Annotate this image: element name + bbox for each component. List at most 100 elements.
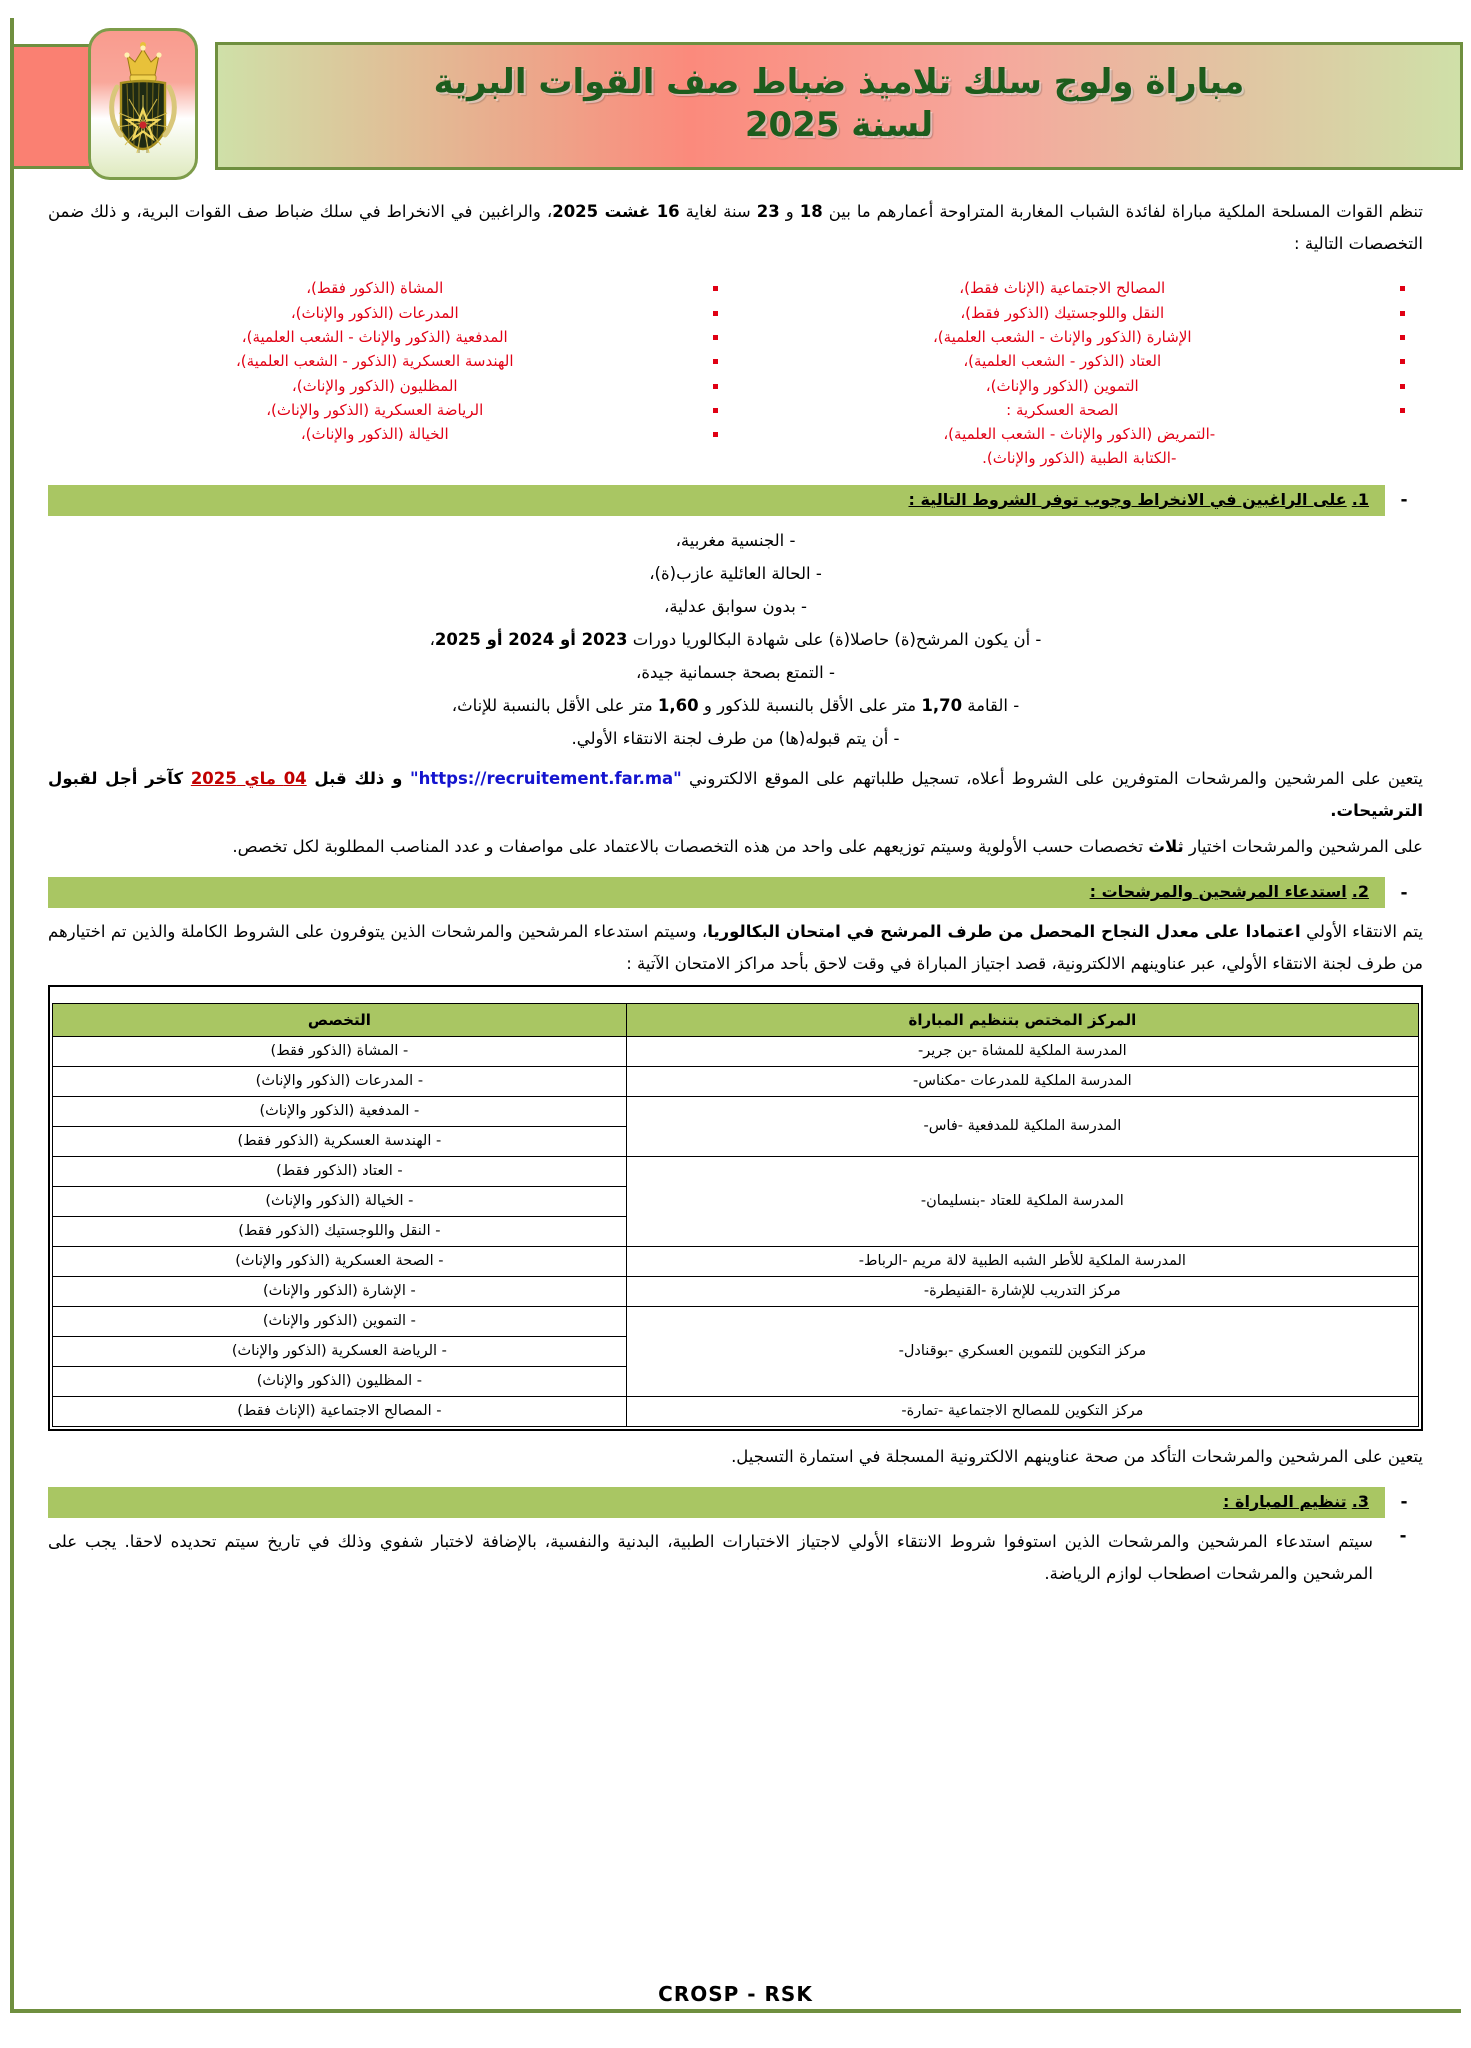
specialties-left-column: المصالح الاجتماعية (الإناث فقط)، النقل و…: [736, 276, 1424, 470]
bac-text-a: - أن يكون المرشح(ة) حاصلا(ة) على شهادة ا…: [627, 629, 1042, 649]
organization-paragraph: سيتم استدعاء المرشحين والمرشحات الذين اس…: [48, 1531, 1373, 1583]
exam-centers-table: المركز المختص بتنظيم المباراة التخصص الم…: [52, 1002, 1420, 1427]
section-3-dash: -: [1400, 1492, 1408, 1513]
section-1-number: 1.: [1351, 489, 1369, 509]
specialties-right-items: المشاة (الذكور فقط)، المدرعات (الذكور وا…: [48, 276, 736, 446]
section-3-bar: 3. تنظيم المباراة :: [48, 1486, 1385, 1518]
section-1-bar: 1. على الراغبين في الانخراط وجوب توفر ال…: [48, 484, 1385, 516]
choice-count: ثلاث: [1148, 837, 1184, 857]
list-item: الصحة العسكرية :: [736, 398, 1406, 422]
table-header-specialty: التخصص: [52, 1002, 627, 1037]
table-cell-specialty: - الرياضة العسكرية (الذكور والإناث): [52, 1335, 627, 1367]
email-verification-note: يتعين على المرشحين والمرشحات التأكد من ص…: [731, 1446, 1423, 1466]
age-deadline-date: 16 غشت 2025: [552, 202, 680, 221]
table-cell-specialty: - المدفعية (الذكور والإناث): [52, 1095, 627, 1127]
table-cell-specialty: - المشاة (الذكور فقط): [52, 1035, 627, 1067]
section-3-header: - 3. تنظيم المباراة :: [48, 1486, 1423, 1518]
table-cell-specialty: - الإشارة (الذكور والإناث): [52, 1275, 627, 1307]
list-item: الخيالة (الذكور والإناث)،: [48, 422, 718, 446]
registration-text-a: يتعين على المرشحين والمرشحات المتوفرين ع…: [681, 768, 1424, 788]
specialties-list: المصالح الاجتماعية (الإناث فقط)، النقل و…: [48, 276, 1423, 470]
table-row: - المظليون (الذكور والإناث): [52, 1365, 1419, 1397]
table-cell-specialty: - العتاد (الذكور فقط): [52, 1155, 627, 1187]
selection-paragraph: يتم الانتقاء الأولي اعتمادا على معدل الن…: [48, 916, 1423, 980]
section-2-number: 2.: [1351, 882, 1369, 902]
intro-text-b: و: [779, 202, 800, 221]
selection-text-a: يتم الانتقاء الأولي: [1300, 922, 1423, 942]
list-item: التموين (الذكور والإناث)،: [736, 374, 1406, 398]
sub-specialty-medical-writing: -الكتابة الطبية (الذكور والإناث).: [982, 449, 1177, 468]
table-cell-center: مركز التكوين للتموين العسكري -بوقنادل-: [625, 1305, 1420, 1397]
list-item: المدفعية (الذكور والإناث - الشعب العلمية…: [48, 325, 718, 349]
registration-text-b: و ذلك قبل: [306, 768, 411, 788]
table-cell-center: المدرسة الملكية للمدفعية -فاس-: [625, 1095, 1420, 1157]
table-cell-center: المدرسة الملكية للمشاة -بن جرير-: [625, 1035, 1420, 1067]
bac-text-b: ،: [429, 629, 435, 649]
intro-text-a: تنظم القوات المسلحة الملكية مباراة لفائد…: [822, 202, 1423, 221]
list-item-height: - القامة 1,70 متر على الأقل بالنسبة للذك…: [48, 689, 1423, 722]
table-cell-center: المدرسة الملكية للأطر الشبه الطبية لالة …: [625, 1245, 1420, 1277]
height-female-value: 1,60: [657, 695, 699, 715]
table-cell-center: المدرسة الملكية للمدرعات -مكناس-: [625, 1065, 1420, 1097]
table-cell-center: المدرسة الملكية للعتاد -بنسليمان-: [625, 1155, 1420, 1247]
age-max: 23: [756, 202, 780, 221]
choice-text-a: على المرشحين والمرشحات اختيار: [1183, 837, 1423, 857]
table-row: - الرياضة العسكرية (الذكور والإناث): [52, 1335, 1419, 1367]
table-row: المدرسة الملكية للأطر الشبه الطبية لالة …: [52, 1245, 1420, 1277]
table-cell-center: مركز التدريب للإشارة -القنيطرة-: [625, 1275, 1420, 1307]
section-2-header: - 2. استدعاء المرشحين والمرشحات :: [48, 877, 1423, 909]
intro-text-line2: والراغبين في الانخراط في سلك ضباط صف الق…: [48, 202, 1423, 254]
footer-label: CROSP - RSK: [658, 1982, 813, 2006]
height-text-a: - القامة: [962, 695, 1020, 715]
table-row: المدرسة الملكية للمدفعية -فاس- - المدفعي…: [52, 1095, 1420, 1157]
table-cell-center: مركز التكوين للمصالح الاجتماعية -تمارة-: [625, 1395, 1420, 1427]
document-title-line2: لسنة 2025: [744, 105, 934, 145]
list-item-bac: - أن يكون المرشح(ة) حاصلا(ة) على شهادة ا…: [48, 623, 1423, 656]
age-min: 18: [799, 202, 823, 221]
specialties-left-items: المصالح الاجتماعية (الإناث فقط)، النقل و…: [736, 276, 1424, 422]
page-frame-left-border: [10, 18, 14, 2013]
table-row: مركز التكوين للمصالح الاجتماعية -تمارة- …: [52, 1395, 1420, 1427]
specialty-choice-paragraph: على المرشحين والمرشحات اختيار ثلاث تخصصا…: [48, 831, 1423, 863]
intro-text-c: سنة لغاية: [679, 202, 757, 221]
list-item: الهندسة العسكرية (الذكور - الشعب العلمية…: [48, 349, 718, 373]
royal-moroccan-armed-forces-emblem-icon: [88, 28, 198, 180]
document-header: مباراة ولوج سلك تلاميذ ضباط صف القوات ال…: [0, 16, 1471, 204]
document-title-line1: مباراة ولوج سلك تلاميذ ضباط صف القوات ال…: [433, 61, 1245, 102]
intro-paragraph: تنظم القوات المسلحة الملكية مباراة لفائد…: [48, 196, 1423, 260]
page-frame-bottom-border: [10, 2009, 1461, 2013]
list-item: المصالح الاجتماعية (الإناث فقط)،: [736, 276, 1406, 300]
table-cell-specialty: - المصالح الاجتماعية (الإناث فقط): [52, 1395, 627, 1427]
table-cell-specialty: - النقل واللوجستيك (الذكور فقط): [52, 1215, 627, 1247]
table-row: المدرسة الملكية للمدرعات -مكناس- - المدر…: [52, 1065, 1420, 1097]
list-item: المدرعات (الذكور والإناث)،: [48, 301, 718, 325]
list-item: المشاة (الذكور فقط)،: [48, 276, 718, 300]
choice-text-b: تخصصات حسب الأولوية وسيتم توزيعهم على وا…: [232, 837, 1149, 857]
intro-text-d: ،: [546, 202, 553, 221]
sub-specialty-nursing: -التمريض (الذكور والإناث - الشعب العلمية…: [943, 425, 1216, 444]
registration-website-link[interactable]: "https://recruitement.far.ma": [410, 768, 682, 788]
height-text-c: متر على الأقل بالنسبة للإناث،: [451, 695, 658, 715]
table-header-row: المركز المختص بتنظيم المباراة التخصص: [52, 1002, 1420, 1037]
list-item: العتاد (الذكور - الشعب العلمية)،: [736, 349, 1406, 373]
list-item: النقل واللوجستيك (الذكور فقط)،: [736, 301, 1406, 325]
table-cell-specialty: - الصحة العسكرية (الذكور والإناث): [52, 1245, 627, 1277]
table-cell-specialty: - الخيالة (الذكور والإناث): [52, 1185, 627, 1217]
section-2-dash: -: [1400, 882, 1408, 903]
section-2-title: استدعاء المرشحين والمرشحات :: [1089, 882, 1347, 902]
bac-years: 2023 أو 2024 أو 2025: [434, 629, 628, 649]
list-item: - بدون سوابق عدلية،: [664, 596, 807, 616]
organization-paragraph-wrapper: - سيتم استدعاء المرشحين والمرشحات الذين …: [48, 1526, 1423, 1590]
exam-centers-table-wrapper: المركز المختص بتنظيم المباراة التخصص الم…: [48, 984, 1423, 1431]
section-3-number: 3.: [1351, 1491, 1369, 1511]
table-row: مركز التكوين للتموين العسكري -بوقنادل- -…: [52, 1305, 1420, 1397]
table-cell-specialty: - المدرعات (الذكور والإناث): [52, 1065, 627, 1097]
selection-criteria-bold: اعتمادا على معدل النجاح المحصل من طرف ال…: [707, 922, 1301, 942]
section-3-title: تنظيم المباراة :: [1223, 1491, 1347, 1511]
section-1-dash: -: [1400, 490, 1408, 511]
section-1-header: - 1. على الراغبين في الانخراط وجوب توفر …: [48, 484, 1423, 516]
list-item: الإشارة (الذكور والإناث - الشعب العلمية)…: [736, 325, 1406, 349]
table-row: - الهندسة العسكرية (الذكور فقط): [52, 1125, 1419, 1157]
table-cell-specialty: - الهندسة العسكرية (الذكور فقط): [52, 1125, 627, 1157]
